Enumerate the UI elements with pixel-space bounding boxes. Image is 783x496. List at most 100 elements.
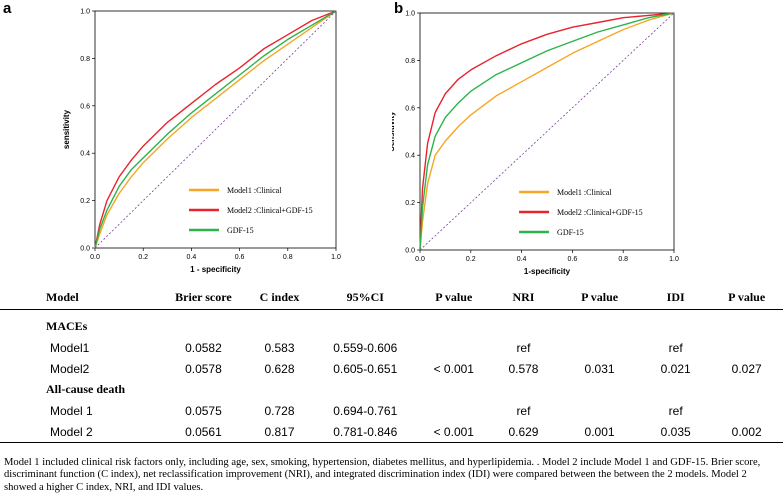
- reference-line: [94, 10, 337, 249]
- y-tick-label: 1.0: [80, 9, 90, 16]
- legend-entry: GDF-15: [557, 228, 584, 237]
- header-brier: Brier score: [159, 285, 248, 310]
- group-title: MACEs: [46, 319, 88, 333]
- y-tick-label: 0.6: [405, 105, 415, 112]
- table-row: Model 2 0.0561 0.817 0.781-0.846 < 0.001…: [0, 421, 783, 443]
- header-ci: 95%CI: [311, 285, 419, 310]
- header-idi: IDI: [641, 285, 711, 310]
- cell-pvalue-c: < 0.001: [418, 421, 489, 443]
- y-tick-label: 0.8: [80, 56, 90, 63]
- table-header-row: Model Brier score C index 95%CI P value …: [0, 285, 783, 310]
- cell-pvalue-c: < 0.001: [433, 361, 474, 376]
- cell-brier: 0.0561: [159, 421, 248, 443]
- cell-pvalue-idi: 0.002: [710, 421, 783, 443]
- cell-ci: 0.605-0.651: [333, 361, 398, 376]
- y-tick-label: 0.0: [80, 246, 90, 253]
- y-axis-label: Sensitivity: [392, 111, 396, 152]
- legend-entry: Model2 :Clinical+GDF-15: [557, 208, 643, 217]
- roc-curve-1: [419, 12, 675, 251]
- cell-idi: 0.035: [641, 421, 711, 443]
- header-pvalue-c: P value: [418, 285, 489, 310]
- cell-nri: 0.578: [508, 361, 539, 376]
- cell-nri: ref: [516, 403, 531, 418]
- x-tick-label: 0.2: [466, 256, 476, 263]
- plot-area-a: 0.0 0.2 0.4 0.6 0.8 1.0 0.0 0.2 0.4 0.6 0.8 1.0 1 - …: [62, 9, 341, 275]
- roc-curve-3: [94, 10, 337, 249]
- x-tick-label: 0.0: [90, 254, 100, 261]
- roc-curve-2: [419, 12, 675, 251]
- x-tick-label: 0.4: [517, 256, 527, 263]
- cell-ci: 0.781-0.846: [311, 421, 419, 443]
- cell-pvalue-idi: [710, 400, 783, 421]
- x-tick-label: 1.0: [669, 256, 679, 263]
- y-tick-label: 0.0: [405, 248, 415, 255]
- legend-entry: Model2 :Clinical+GDF-15: [227, 206, 313, 215]
- y-tick-label: 1.0: [405, 11, 415, 18]
- x-axis-label: 1 - specificity: [190, 265, 241, 274]
- x-tick-label: 0.6: [568, 256, 578, 263]
- panel-label-a: a: [3, 0, 12, 17]
- cell-brier: 0.0582: [185, 340, 222, 355]
- x-tick-label: 0.8: [618, 256, 628, 263]
- cell-cindex: 0.628: [264, 361, 295, 376]
- roc-curve-1: [94, 10, 337, 249]
- x-axis-label: 1-specificity: [524, 267, 571, 276]
- roc-chart-b: b 0.0 0.2 0.4 0.6 0.8 1.0 0.0 0.2 0.4 0.6 0.8 1.0 1-…: [392, 0, 679, 277]
- cell-brier: 0.0578: [185, 361, 222, 376]
- cell-ci: 0.694-0.761: [333, 403, 398, 418]
- y-axis-label: sensitivity: [62, 109, 71, 149]
- roc-curve-3: [419, 12, 675, 251]
- cell-model: Model1: [50, 340, 90, 355]
- y-tick-label: 0.4: [80, 151, 90, 158]
- header-cindex: C index: [247, 285, 312, 310]
- header-pvalue-nri: P value: [558, 285, 642, 310]
- y-tick-label: 0.8: [405, 58, 415, 65]
- y-tick-label: 0.6: [80, 103, 90, 110]
- table-row: Model2 0.0578 0.628 0.605-0.651 < 0.001 …: [0, 358, 783, 379]
- plot-area-b: 0.0 0.2 0.4 0.6 0.8 1.0 0.0 0.2 0.4 0.6 0.8 1.0 1-sp…: [392, 11, 679, 277]
- y-tick-label: 0.2: [405, 200, 415, 207]
- header-nri: NRI: [488, 285, 559, 310]
- header-model: Model: [0, 285, 160, 310]
- group-row-all-cause-death: All-cause death: [0, 379, 783, 400]
- x-tick-label: 0.6: [235, 254, 245, 261]
- legend-entry: Model1 :Clinical: [557, 188, 612, 197]
- panel-label-b: b: [394, 0, 403, 17]
- cell-brier: 0.0575: [185, 403, 222, 418]
- cell-model: Model 2: [0, 421, 160, 443]
- cell-cindex: 0.728: [264, 403, 295, 418]
- cell-idi: 0.021: [660, 361, 691, 376]
- roc-chart-a: a 0.0 0.2 0.4 0.6 0.8 1.0 0.0 0.2 0.4 0.6 0.8 1.0 1 …: [3, 0, 341, 275]
- x-tick-label: 0.8: [283, 254, 293, 261]
- cell-pvalue-nri: [558, 400, 641, 421]
- cell-pvalue-nri: [558, 337, 641, 358]
- results-table: Model Brier score C index 95%CI P value …: [0, 285, 783, 443]
- roc-curve-2: [94, 10, 337, 249]
- cell-pvalue-idi: [710, 337, 783, 358]
- cell-pvalue-c: [419, 400, 489, 421]
- cell-pvalue-nri: 0.001: [558, 421, 642, 443]
- plot-frame: [419, 12, 675, 251]
- y-tick-label: 0.4: [405, 153, 415, 160]
- x-tick-label: 1.0: [331, 254, 341, 261]
- table-row: Model 1 0.0575 0.728 0.694-0.761 ref ref: [0, 400, 783, 421]
- plot-frame: [94, 10, 337, 249]
- cell-pvalue-idi: 0.027: [731, 361, 762, 376]
- cell-idi: ref: [668, 403, 683, 418]
- x-tick-label: 0.2: [138, 254, 148, 261]
- legend-entry: Model1 :Clinical: [227, 186, 282, 195]
- group-row-maces: MACEs: [0, 316, 783, 337]
- cell-cindex: 0.817: [247, 421, 312, 443]
- x-tick-label: 0.4: [187, 254, 197, 261]
- cell-idi: ref: [668, 340, 683, 355]
- group-title: All-cause death: [46, 382, 125, 396]
- legend-entry: GDF-15: [227, 226, 254, 235]
- cell-cindex: 0.583: [264, 340, 295, 355]
- cell-ci: 0.559-0.606: [333, 340, 398, 355]
- cell-pvalue-c: [419, 337, 489, 358]
- cell-model: Model2: [50, 361, 90, 376]
- table-row: Model1 0.0582 0.583 0.559-0.606 ref ref: [0, 337, 783, 358]
- cell-nri: ref: [516, 340, 531, 355]
- cell-pvalue-nri: 0.031: [584, 361, 615, 376]
- cell-model: Model 1: [50, 403, 93, 418]
